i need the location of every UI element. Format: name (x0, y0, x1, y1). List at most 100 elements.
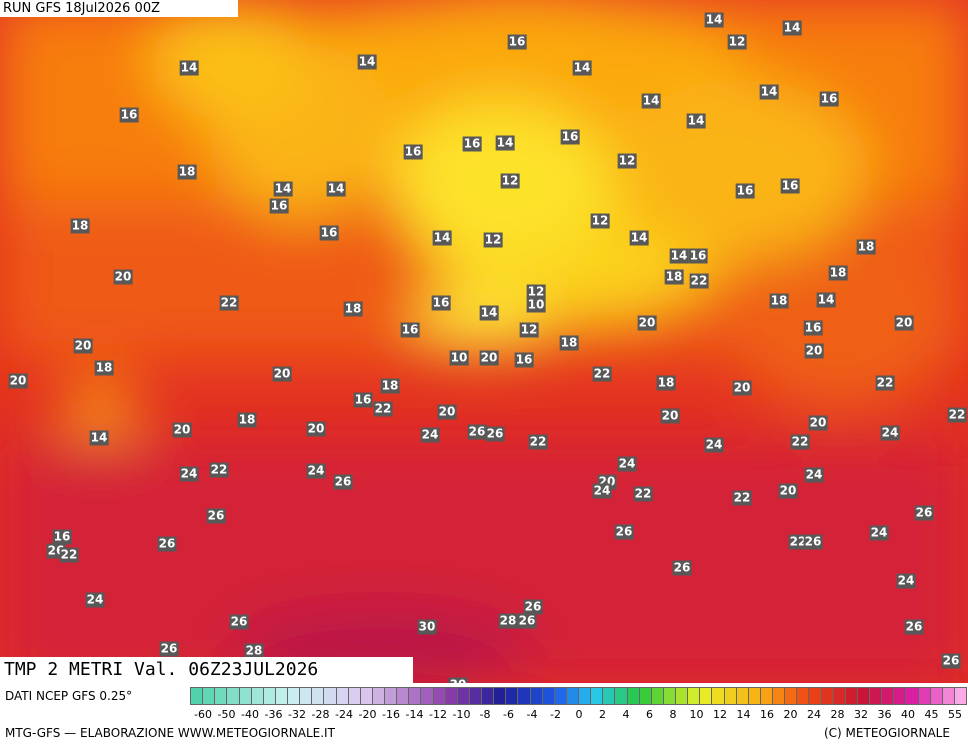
temperature-label: 26 (672, 560, 692, 576)
temperature-label: 22 (790, 434, 810, 450)
credit: MTG-GFS — ELABORAZIONE WWW.METEOGIORNALE… (5, 726, 335, 740)
temperature-label: 22 (209, 462, 229, 478)
temperature-label: 16 (514, 352, 534, 368)
temperature-label: 26 (485, 426, 505, 442)
temperature-label: 20 (660, 408, 680, 424)
scale-label: 0 (575, 708, 583, 721)
temperature-label: 12 (500, 173, 520, 189)
temperature-label: 12 (519, 322, 539, 338)
temperature-label: 26 (229, 614, 249, 630)
temperature-label: 18 (177, 164, 197, 180)
temperature-label: 18 (94, 360, 114, 376)
temperature-label: 14 (782, 20, 802, 36)
temperature-label: 22 (947, 407, 967, 423)
temperature-label: 26 (904, 619, 924, 635)
temperature-label: 16 (819, 91, 839, 107)
temperature-label: 12 (483, 232, 503, 248)
temperature-label: 20 (732, 380, 752, 396)
temperature-label: 16 (560, 129, 580, 145)
temperature-label: 16 (780, 178, 800, 194)
scale-label: 16 (760, 708, 774, 721)
temperature-label: 10 (449, 350, 469, 366)
temperature-label: 24 (179, 466, 199, 482)
temperature-label: 14 (686, 113, 706, 129)
temperature-label: 26 (467, 424, 487, 440)
temperature-label: 12 (526, 284, 546, 300)
temperature-label: 16 (688, 248, 708, 264)
temperature-label: 18 (856, 239, 876, 255)
temperature-label: 24 (592, 483, 612, 499)
temperature-label: 14 (704, 12, 724, 28)
temperature-label: 24 (896, 573, 916, 589)
temperature-label: 22 (373, 401, 393, 417)
temperature-label: 24 (306, 463, 326, 479)
temperature-label: 20 (73, 338, 93, 354)
scale-label: 45 (924, 708, 939, 721)
temperature-label: 18 (70, 218, 90, 234)
scale-label: -12 (429, 708, 447, 721)
temperature-label: 16 (462, 136, 482, 152)
scale-swatch (953, 687, 967, 705)
temperature-label: 14 (89, 430, 109, 446)
temperature-label: 24 (880, 425, 900, 441)
temperature-label: 14 (273, 181, 293, 197)
temperature-label: 16 (119, 107, 139, 123)
scale-label: 10 (689, 708, 704, 721)
temperature-label: 14 (179, 60, 199, 76)
scale-label: 2 (599, 708, 606, 721)
temperature-label: 16 (269, 198, 289, 214)
temperature-label: 28 (498, 613, 518, 629)
temperature-label: 22 (732, 490, 752, 506)
temperature-label: 20 (637, 315, 657, 331)
temperature-label: 24 (420, 427, 440, 443)
temperature-label: 16 (507, 34, 527, 50)
temperature-label: 20 (437, 404, 457, 420)
temperature-label: 14 (641, 93, 661, 109)
scale-label: -16 (382, 708, 400, 721)
temperature-label: 26 (941, 653, 961, 669)
temperature-label: 22 (528, 434, 548, 450)
temperature-label: 26 (159, 641, 179, 657)
temperature-label: 26 (333, 474, 353, 490)
temperature-label: 16 (735, 183, 755, 199)
temperature-label: 18 (769, 293, 789, 309)
temperature-label: 26 (803, 534, 823, 550)
temperature-label: 16 (319, 225, 339, 241)
temperature-label: 10 (526, 297, 546, 313)
temperature-label: 12 (727, 34, 747, 50)
temperature-label: 20 (113, 269, 133, 285)
temperature-label: 14 (629, 230, 649, 246)
temperature-label: 24 (869, 525, 889, 541)
scale-label: 24 (807, 708, 821, 721)
scale-label: 55 (948, 708, 962, 721)
temperature-label: 24 (617, 456, 637, 472)
scale-label: 32 (854, 708, 868, 721)
temperature-label: 22 (689, 273, 709, 289)
temperature-label: 14 (495, 135, 515, 151)
temperature-label: 22 (219, 295, 239, 311)
temperature-label: 20 (479, 350, 499, 366)
scale-label: 6 (646, 708, 653, 721)
scale-label: -6 (503, 708, 514, 721)
temperature-label: 14 (669, 248, 689, 264)
scale-label: 4 (622, 708, 630, 721)
scale-label: -50 (217, 708, 236, 721)
map: 14 14 16 16 14 14 12 14 14 14 16 14 16 16 14 16 12 18 14 14… (0, 0, 968, 683)
temperature-label: 20 (894, 315, 914, 331)
map-title: TMP 2 METRI Val. 06Z23JUL2026 (0, 657, 413, 683)
temperature-label: 26 (517, 613, 537, 629)
temperature-label: 28 (244, 643, 264, 659)
temperature-label: 14 (479, 305, 499, 321)
temperature-label: 16 (403, 144, 423, 160)
scale-label: 12 (713, 708, 727, 721)
temperature-label: 22 (592, 366, 612, 382)
temperature-label: 22 (59, 547, 79, 563)
temperature-label: 20 (8, 373, 28, 389)
scale-label: -4 (526, 708, 538, 721)
temperature-label: 22 (633, 486, 653, 502)
temperature-label: 20 (172, 422, 192, 438)
scale-label: -14 (405, 708, 424, 721)
temperature-label: 16 (431, 295, 451, 311)
scale-label: 8 (669, 708, 677, 721)
